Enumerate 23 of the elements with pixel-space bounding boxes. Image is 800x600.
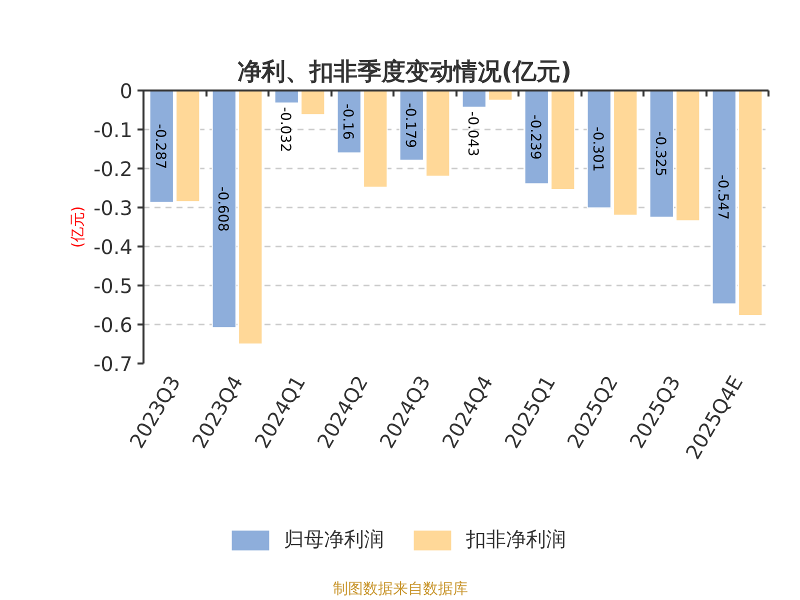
data-label: -0.608 bbox=[214, 186, 231, 232]
data-label: -0.287 bbox=[152, 124, 168, 170]
data-label: -0.325 bbox=[652, 131, 668, 176]
data-label: -0.301 bbox=[590, 126, 606, 172]
data-label: -0.179 bbox=[402, 102, 418, 148]
data-label: -0.043 bbox=[464, 111, 481, 156]
data-label: -0.239 bbox=[527, 114, 544, 160]
text: 制图数据来自数据库 bbox=[333, 580, 468, 598]
y-tick-label: 0 bbox=[120, 79, 133, 103]
y-tick-label: -0.5 bbox=[93, 274, 133, 298]
y-tick-label: -0.3 bbox=[93, 196, 133, 220]
data-label: -0.16 bbox=[340, 104, 356, 140]
chart-title: 净利、扣非季度变动情况(亿元) bbox=[238, 58, 572, 86]
y-tick-label: -0.4 bbox=[93, 235, 133, 259]
data-label: -0.547 bbox=[714, 174, 731, 220]
y-tick-label: -0.2 bbox=[93, 157, 133, 181]
data-label: -0.032 bbox=[277, 106, 294, 152]
y-axis-title: (亿元) bbox=[68, 206, 86, 248]
y-tick-label: -0.7 bbox=[93, 352, 133, 376]
y-tick-label: -0.1 bbox=[93, 118, 133, 142]
legend-label: 扣非净利润 bbox=[466, 526, 566, 553]
legend-label: 归母净利润 bbox=[284, 526, 384, 553]
y-tick-label: -0.6 bbox=[93, 313, 133, 337]
